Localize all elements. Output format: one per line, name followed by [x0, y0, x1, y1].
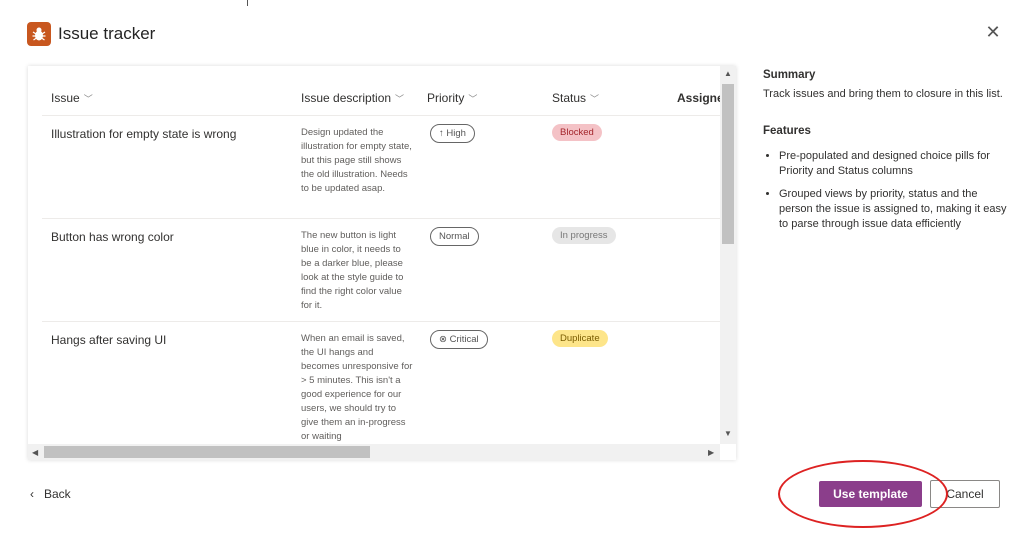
issue-title: Button has wrong color: [51, 230, 174, 244]
column-header-priority[interactable]: Priority ﹀: [427, 91, 478, 105]
chevron-down-icon: ﹀: [590, 94, 600, 104]
issue-description: The new button is light blue in color, i…: [301, 230, 404, 311]
priority-pill: ⊗ Critical: [430, 330, 488, 349]
close-icon[interactable]: ✕: [985, 22, 1001, 42]
status-pill: Blocked: [552, 124, 602, 141]
column-header-status[interactable]: Status ﹀: [552, 91, 600, 105]
column-header-description[interactable]: Issue description ﹀: [301, 91, 405, 105]
divider: [42, 218, 720, 219]
horizontal-scroll-thumb[interactable]: [44, 446, 370, 458]
scroll-down-icon[interactable]: ▼: [724, 429, 732, 438]
features-list: Pre-populated and designed choice pills …: [763, 149, 1008, 232]
column-header-assignee[interactable]: Assigne: [677, 91, 724, 105]
summary-heading: Summary: [763, 69, 816, 81]
highlight-annotation: [778, 460, 948, 528]
scroll-left-icon[interactable]: ◀: [32, 448, 39, 457]
chevron-left-icon: ‹: [30, 487, 34, 501]
divider: [42, 321, 720, 322]
issue-description: Design updated the illustration for empt…: [301, 127, 412, 194]
column-header-issue[interactable]: Issue ﹀: [51, 91, 93, 105]
status-pill: Duplicate: [552, 330, 608, 347]
divider: [42, 115, 720, 116]
scroll-right-icon[interactable]: ▶: [708, 448, 715, 457]
feature-item: Grouped views by priority, status and th…: [779, 187, 1008, 232]
issue-title: Hangs after saving UI: [51, 333, 167, 347]
bug-icon: [27, 22, 51, 46]
priority-pill: ↑ High: [430, 124, 475, 143]
issue-description: When an email is saved, the UI hangs and…: [301, 333, 413, 442]
scroll-up-icon[interactable]: ▲: [724, 69, 732, 78]
summary-text: Track issues and bring them to closure i…: [763, 88, 1003, 100]
chevron-down-icon: ﹀: [83, 94, 93, 104]
features-heading: Features: [763, 125, 811, 137]
chevron-down-icon: ﹀: [395, 94, 405, 104]
back-button[interactable]: ‹ Back: [30, 487, 71, 501]
back-label: Back: [44, 487, 71, 501]
priority-pill: Normal: [430, 227, 479, 246]
status-pill: In progress: [552, 227, 616, 244]
summary-section: Summary Track issues and bring them to c…: [763, 68, 1008, 240]
dialog-title: Issue tracker: [58, 24, 156, 43]
chevron-down-icon: ﹀: [468, 94, 478, 104]
issue-title: Illustration for empty state is wrong: [51, 127, 237, 141]
preview-table: Issue ﹀ Issue description ﹀ Priority ﹀ Stat…: [28, 66, 736, 460]
vertical-scroll-thumb[interactable]: [722, 84, 734, 244]
feature-item: Pre-populated and designed choice pills …: [779, 149, 1008, 179]
divider: [247, 0, 248, 6]
